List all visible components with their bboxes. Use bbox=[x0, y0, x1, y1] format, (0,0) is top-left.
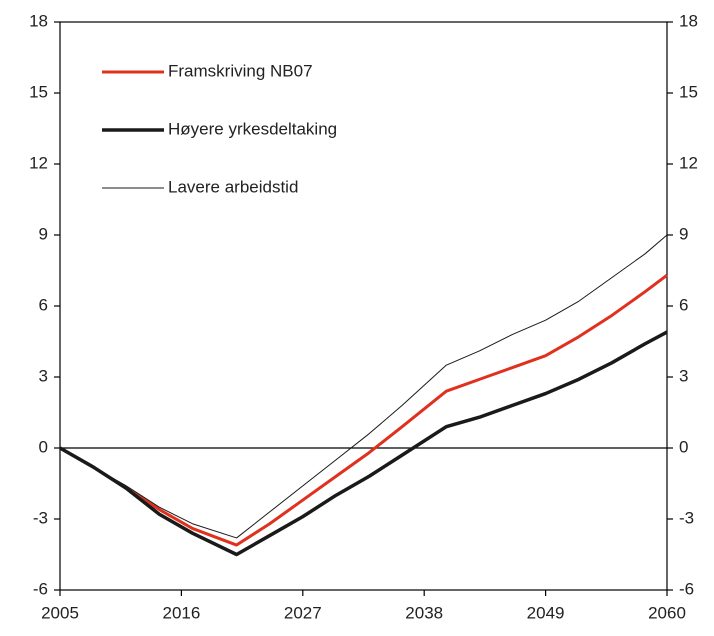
y-tick-label: -6 bbox=[33, 579, 48, 598]
legend-label: Lavere arbeidstid bbox=[168, 177, 298, 196]
y2-tick-label: 9 bbox=[679, 224, 688, 243]
series-line bbox=[59, 330, 668, 557]
y-tick-label: 3 bbox=[39, 366, 48, 385]
y2-tick-label: 18 bbox=[679, 11, 698, 30]
y-tick-label: 12 bbox=[29, 153, 48, 172]
y-tick-label: -3 bbox=[33, 508, 48, 527]
y-tick-label: 0 bbox=[39, 437, 48, 456]
x-tick-label: 2049 bbox=[527, 603, 565, 622]
x-tick-label: 2005 bbox=[41, 603, 79, 622]
legend-label: Høyere yrkesdeltaking bbox=[168, 119, 337, 138]
x-tick-label: 2060 bbox=[648, 603, 686, 622]
y2-tick-label: 12 bbox=[679, 153, 698, 172]
y-tick-label: 15 bbox=[29, 82, 48, 101]
y2-tick-label: 3 bbox=[679, 366, 688, 385]
y-tick-label: 9 bbox=[39, 224, 48, 243]
y-tick-label: 6 bbox=[39, 295, 48, 314]
y2-tick-label: -6 bbox=[679, 579, 694, 598]
legend-label: Framskriving NB07 bbox=[168, 61, 313, 80]
y-tick-label: 18 bbox=[29, 11, 48, 30]
y2-tick-label: -3 bbox=[679, 508, 694, 527]
y2-tick-label: 0 bbox=[679, 437, 688, 456]
x-tick-label: 2027 bbox=[284, 603, 322, 622]
series-line bbox=[59, 274, 668, 547]
x-tick-label: 2016 bbox=[162, 603, 200, 622]
y2-tick-label: 6 bbox=[679, 295, 688, 314]
x-tick-label: 2038 bbox=[405, 603, 443, 622]
series-line bbox=[59, 234, 668, 539]
y2-tick-label: 15 bbox=[679, 82, 698, 101]
